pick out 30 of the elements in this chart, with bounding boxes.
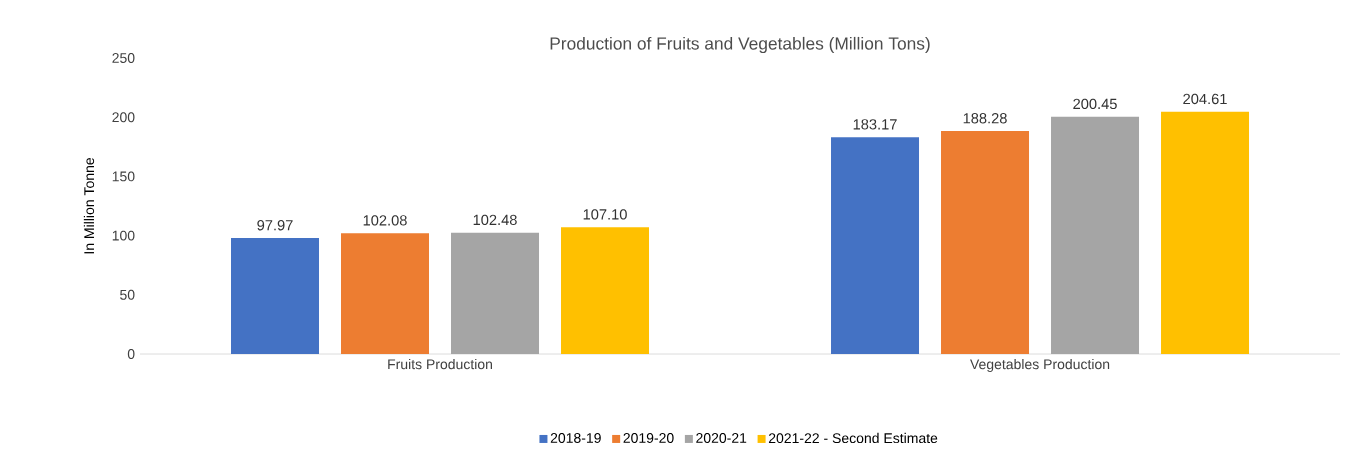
y-tick-label: 50 (120, 289, 135, 300)
bar (451, 232, 540, 354)
data-label: 107.10 (583, 209, 627, 220)
bar (831, 137, 920, 354)
data-label: 183.17 (853, 119, 897, 130)
data-label: 188.28 (963, 113, 1007, 124)
data-label: 102.48 (473, 214, 517, 226)
legend-label: 2019-20 (623, 433, 674, 443)
y-tick-label: 0 (127, 349, 135, 359)
data-label: 200.45 (1073, 98, 1117, 110)
bar (941, 131, 1030, 354)
y-tick-label: 250 (112, 53, 135, 63)
y-tick-label: 200 (112, 112, 135, 123)
legend-label: 2018-19 (550, 433, 601, 443)
chart-title: Production of Fruits and Vegetables (Million Tons) (550, 36, 930, 54)
y-axis-title: In Million Tonne (83, 158, 95, 254)
bar (561, 227, 650, 354)
x-tick-label: Fruits Production (388, 358, 492, 370)
data-label: 204.61 (1183, 93, 1227, 105)
legend-label: 2020-21 (696, 433, 747, 443)
bar (1161, 111, 1250, 354)
x-tick-label: Vegetables Production (970, 358, 1110, 372)
y-tick-label: 100 (112, 230, 135, 241)
data-label: 97.97 (257, 220, 293, 231)
bar (341, 233, 430, 354)
bar (231, 238, 320, 354)
data-label: 102.08 (363, 215, 407, 226)
y-tick-label: 150 (112, 171, 135, 182)
legend-label: 2021-22 - Second Estimate (768, 432, 938, 444)
bar (1051, 116, 1140, 354)
